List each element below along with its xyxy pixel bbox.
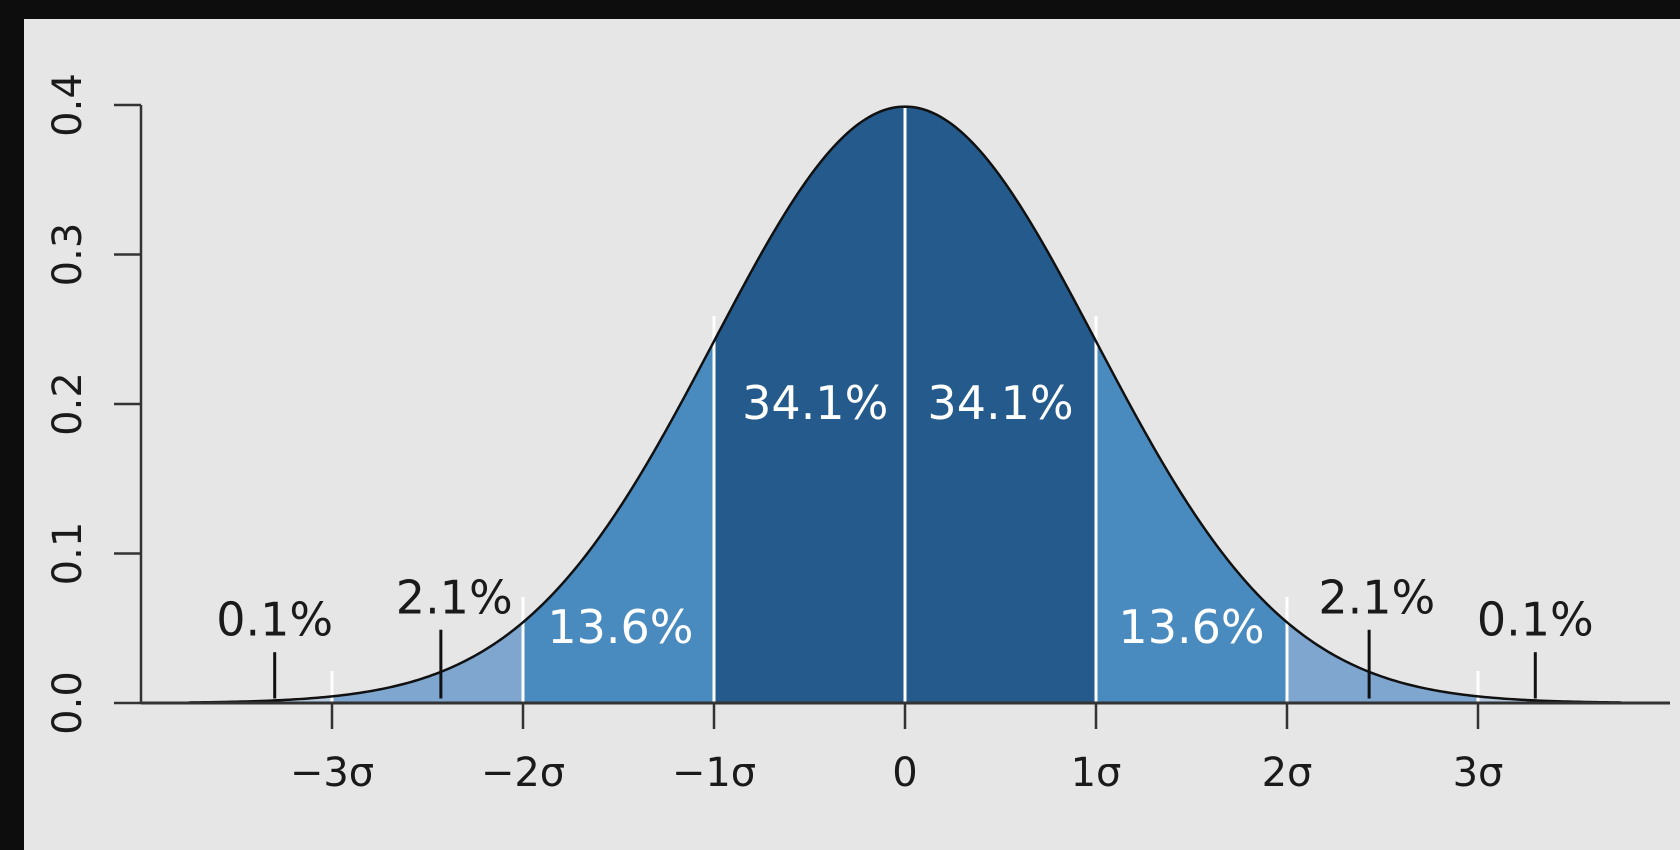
y-tick-label-2: 0.2 — [45, 372, 91, 436]
percent-label-6: 0.1% — [216, 593, 333, 647]
percent-label-5: 2.1% — [1318, 570, 1435, 624]
percent-label-0: 34.1% — [742, 376, 888, 430]
band-area-6 — [188, 696, 332, 703]
band-area-1 — [905, 106, 1096, 703]
percent-label-7: 0.1% — [1477, 593, 1594, 647]
band-area-5 — [1287, 622, 1478, 703]
x-tick-label-3: 0 — [892, 750, 917, 796]
y-tick-label-3: 0.3 — [45, 223, 91, 287]
x-tick-label-6: 3σ — [1453, 750, 1504, 796]
y-tick-label-4: 0.4 — [45, 73, 91, 137]
band-area-4 — [332, 622, 523, 703]
percent-label-4: 2.1% — [396, 570, 513, 624]
density-curve — [188, 105, 1622, 704]
y-tick-label-0: 0.0 — [45, 671, 91, 735]
percent-label-3: 13.6% — [1118, 600, 1264, 654]
band-area-0 — [714, 106, 905, 703]
x-tick-label-1: −2σ — [481, 750, 565, 796]
percent-label-1: 34.1% — [927, 376, 1073, 430]
x-tick-label-2: −1σ — [672, 750, 756, 796]
y-tick-label-1: 0.1 — [45, 522, 91, 586]
x-tick-label-5: 2σ — [1262, 750, 1313, 796]
x-tick-label-4: 1σ — [1071, 750, 1122, 796]
percent-label-2: 13.6% — [547, 600, 693, 654]
x-tick-label-0: −3σ — [290, 750, 374, 796]
band-area-7 — [1478, 696, 1622, 703]
